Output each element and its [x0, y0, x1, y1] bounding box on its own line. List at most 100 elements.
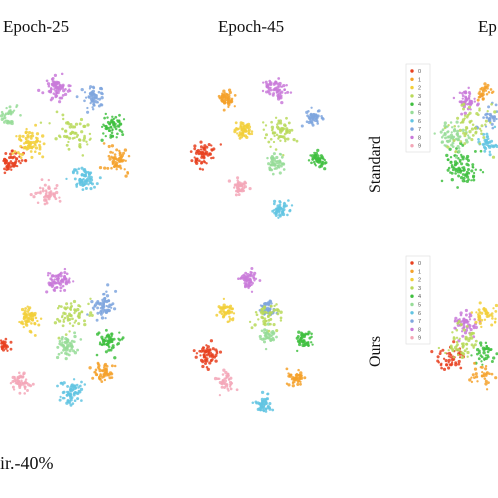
scatter-point	[316, 154, 320, 158]
scatter-point	[222, 368, 226, 372]
scatter-point	[465, 156, 469, 161]
scatter-point	[6, 112, 10, 115]
scatter-point	[23, 145, 27, 149]
legend-standard: 0 1 2 3 4 5 6 7 8 9	[405, 63, 431, 153]
scatter-point	[220, 95, 224, 99]
scatter-point	[91, 106, 94, 109]
scatter-point	[84, 186, 88, 190]
scatter-point	[437, 361, 441, 364]
scatter-point	[18, 371, 21, 375]
scatter-point	[277, 216, 280, 219]
scatter-point	[104, 125, 108, 128]
scatter-point	[258, 279, 262, 282]
scatter-point	[263, 136, 267, 140]
scatter-point	[105, 290, 108, 293]
scatter-point	[315, 116, 319, 120]
scatter-point	[118, 331, 121, 334]
scatter-point	[467, 96, 471, 100]
scatter-point	[41, 189, 45, 193]
scatter-point	[31, 313, 36, 317]
scatter-point	[269, 145, 272, 149]
cluster-class-3	[437, 320, 478, 360]
scatter-point	[470, 119, 473, 123]
scatter-point	[14, 157, 19, 161]
scatter-point	[233, 186, 236, 189]
scatter-point	[234, 183, 237, 187]
scatter-point	[94, 368, 98, 372]
scatter-point	[63, 267, 67, 271]
scatter-point	[310, 154, 314, 158]
scatter-point	[221, 315, 225, 319]
scatter-point	[65, 393, 69, 397]
scatter-point	[65, 177, 68, 181]
scatter-point	[11, 152, 14, 155]
scatter-point	[229, 383, 232, 386]
scatter-point	[68, 330, 71, 333]
scatter-point	[96, 311, 100, 315]
scatter-point	[447, 124, 450, 127]
scatter-point	[447, 355, 451, 358]
scatter-point	[455, 344, 458, 347]
cluster-class-1	[217, 88, 237, 112]
scatter-point	[10, 168, 13, 171]
scatter-point	[200, 161, 203, 165]
scatter-point	[487, 381, 490, 384]
scatter-point	[111, 151, 114, 154]
scatter-point	[17, 380, 21, 384]
scatter-point	[471, 163, 475, 167]
scatter-point	[207, 143, 211, 147]
scatter-point	[454, 163, 458, 167]
scatter-point	[290, 128, 294, 132]
scatter-point	[220, 382, 224, 385]
legend-marker-9	[410, 144, 414, 148]
scatter-point	[56, 384, 59, 388]
scatter-point	[82, 168, 86, 172]
scatter-point	[123, 148, 128, 152]
scatter-point	[71, 137, 75, 140]
scatter-point	[306, 332, 310, 336]
scatter-point	[263, 306, 266, 310]
scatter-point	[283, 88, 287, 91]
cluster-class-5	[266, 152, 286, 176]
scatter-point	[462, 131, 466, 135]
scatter-point	[206, 367, 210, 372]
scatter-point	[48, 191, 52, 195]
scatter-point	[461, 97, 464, 100]
scatter-point	[124, 159, 127, 162]
scatter-point	[249, 270, 252, 274]
scatter-point	[79, 117, 84, 122]
scatter-point	[470, 331, 474, 336]
scatter-point	[272, 308, 276, 312]
scatter-point	[466, 134, 470, 137]
scatter-point	[107, 336, 111, 340]
scatter-point	[236, 132, 239, 135]
scatter-point	[470, 376, 473, 379]
scatter-point	[271, 172, 275, 176]
scatter-point	[218, 350, 223, 354]
legend-label-1: 1	[418, 77, 421, 83]
scatter-point	[221, 92, 224, 95]
scatter-point	[77, 322, 81, 326]
scatter-point	[254, 311, 258, 314]
scatter-point	[265, 133, 268, 137]
scatter-point	[75, 135, 79, 139]
scatter-point	[64, 333, 68, 336]
scatter-point	[104, 350, 108, 354]
scatter-point	[246, 279, 250, 282]
scatter-point	[201, 150, 204, 153]
scatter-point	[15, 135, 18, 138]
scatter-point	[299, 371, 303, 375]
scatter-point	[64, 277, 68, 281]
scatter-point	[237, 193, 241, 197]
scatter-point	[296, 349, 299, 353]
scatter-point	[495, 352, 498, 356]
scatter-point	[80, 174, 84, 177]
scatter-point	[37, 151, 42, 156]
scatter-point	[461, 356, 465, 359]
scatter-point	[3, 116, 7, 120]
scatter-point	[452, 139, 456, 142]
scatter-point	[47, 178, 50, 182]
scatter-point	[306, 341, 309, 345]
scatter-point	[273, 304, 276, 308]
scatter-point	[457, 320, 461, 323]
